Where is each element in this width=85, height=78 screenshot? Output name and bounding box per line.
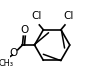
Text: O: O <box>10 48 18 58</box>
Text: Cl: Cl <box>63 11 73 21</box>
Text: Cl: Cl <box>31 11 41 21</box>
Text: O: O <box>20 25 28 35</box>
Text: CH₃: CH₃ <box>0 59 14 68</box>
